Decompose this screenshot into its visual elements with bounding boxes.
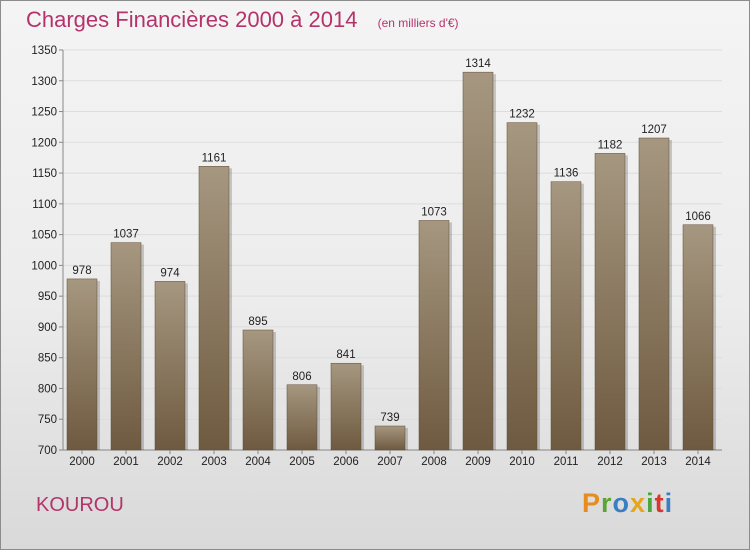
y-tick-label: 1250 <box>31 107 57 119</box>
data-label: 974 <box>160 267 180 279</box>
x-tick-label: 2009 <box>465 456 491 468</box>
bar <box>198 166 230 451</box>
data-label: 1314 <box>465 58 491 70</box>
x-tick-label: 2008 <box>421 456 447 468</box>
bar <box>506 122 538 451</box>
x-tick-label: 2011 <box>554 456 579 468</box>
x-tick-label: 2006 <box>333 456 359 468</box>
data-label: 978 <box>72 265 91 277</box>
x-tick-label: 2005 <box>289 456 315 468</box>
x-tick-label: 2010 <box>509 456 535 468</box>
bar <box>154 281 186 451</box>
town-name: KOUROU <box>36 494 124 516</box>
x-tick-label: 2013 <box>641 456 667 468</box>
data-label: 1037 <box>113 229 139 241</box>
y-tick-label: 1150 <box>32 168 57 180</box>
logo-letter: r <box>601 488 613 518</box>
data-label: 895 <box>248 316 267 328</box>
data-label: 1232 <box>509 109 535 121</box>
logo-letter: i <box>664 488 674 518</box>
bar <box>550 181 582 451</box>
y-tick-label: 800 <box>38 383 57 395</box>
bar <box>330 362 362 451</box>
logo-letter: o <box>612 488 631 518</box>
y-tick-label: 1300 <box>31 76 57 88</box>
logo-letter: t <box>654 488 665 518</box>
data-label: 1073 <box>421 206 447 218</box>
bar <box>374 425 406 451</box>
bar <box>462 71 494 451</box>
y-tick-label: 1200 <box>31 137 57 149</box>
data-label: 739 <box>380 412 399 424</box>
y-tick-label: 850 <box>38 353 57 365</box>
data-label: 1207 <box>641 124 667 136</box>
data-label: 1136 <box>554 168 579 180</box>
x-tick-label: 2002 <box>157 456 183 468</box>
data-label: 806 <box>292 371 311 383</box>
data-label: 1066 <box>685 211 711 223</box>
data-label: 1182 <box>598 139 623 151</box>
x-tick-label: 2007 <box>377 456 403 468</box>
bar <box>594 153 626 451</box>
logo-letter: x <box>630 488 647 518</box>
y-tick-label: 750 <box>38 414 57 426</box>
y-tick-label: 950 <box>38 291 57 303</box>
bar <box>242 329 274 451</box>
x-tick-label: 2003 <box>201 456 227 468</box>
logo-letter: i <box>646 488 655 518</box>
y-tick-label: 1050 <box>31 230 57 242</box>
bar <box>110 242 142 451</box>
data-label: 841 <box>336 349 355 361</box>
bar <box>286 384 318 451</box>
x-tick-label: 2000 <box>69 456 95 468</box>
x-tick-label: 2014 <box>685 456 711 468</box>
x-tick-label: 2001 <box>113 456 139 468</box>
x-tick-label: 2004 <box>245 456 271 468</box>
title-text: Charges Financières 2000 à 2014 <box>26 7 358 32</box>
proxiti-logo: Proxiti <box>582 488 673 519</box>
x-tick-label: 2012 <box>597 456 623 468</box>
bar <box>418 220 450 451</box>
data-label: 1161 <box>202 152 227 164</box>
y-tick-label: 900 <box>38 322 57 334</box>
unit-label: (en milliers d'€) <box>377 16 459 30</box>
y-tick-label: 1350 <box>31 45 57 57</box>
logo-letter: P <box>582 488 602 518</box>
y-tick-label: 700 <box>38 445 57 457</box>
bar <box>638 137 670 451</box>
chart-title: Charges Financières 2000 à 2014 (en mill… <box>26 7 459 33</box>
bar <box>66 278 98 451</box>
bar <box>682 224 714 451</box>
y-tick-label: 1100 <box>32 199 57 211</box>
y-tick-label: 1000 <box>31 260 57 272</box>
